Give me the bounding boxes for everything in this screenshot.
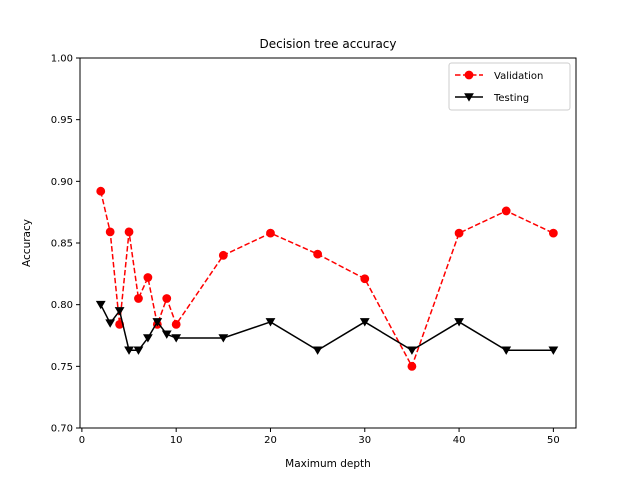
x-tick-label: 10 (170, 435, 183, 446)
legend: Validation Testing (448, 62, 571, 111)
validation-point (266, 228, 275, 238)
testing-point (454, 318, 464, 327)
testing-point (218, 334, 229, 343)
y-tick-label: 0.75 (51, 362, 73, 373)
validation-point (218, 250, 228, 260)
validation-point (96, 186, 106, 196)
validation-point (162, 294, 172, 303)
testing-point (152, 318, 163, 327)
y-tick-label: 1.00 (51, 54, 73, 65)
validation-point (171, 319, 181, 329)
x-tick-label: 30 (358, 435, 371, 446)
testing-point (133, 346, 144, 355)
x-axis-label: Maximum depth (285, 458, 371, 470)
validation-point (407, 361, 417, 371)
validation-line (100, 191, 554, 369)
validation-point (143, 273, 153, 282)
x-tick-label: 0 (79, 435, 85, 446)
testing-point (105, 319, 116, 328)
testing-point (501, 346, 512, 355)
testing-point (407, 346, 417, 355)
testing-point (161, 330, 172, 339)
y-tick-label: 0.80 (51, 300, 73, 311)
chart-title: Decision tree accuracy (260, 37, 397, 51)
y-tick-label: 0.70 (51, 424, 73, 435)
validation-point (454, 228, 464, 238)
validation-point (134, 294, 143, 303)
validation-point (313, 249, 323, 259)
series-testing (95, 300, 559, 355)
x-tick-label: 40 (453, 435, 466, 446)
testing-point (95, 300, 106, 310)
testing-point (265, 318, 276, 327)
testing-point (142, 334, 153, 343)
validation-point (548, 228, 558, 238)
plot-frame (79, 57, 577, 429)
testing-point (312, 346, 323, 355)
x-tick-label: 20 (264, 435, 277, 446)
testing-point (359, 318, 370, 327)
testing-point (548, 346, 559, 355)
testing-point (124, 346, 134, 355)
validation-point (360, 274, 370, 284)
legend-testing-label: Testing (493, 93, 529, 104)
legend-validation-marker (464, 70, 474, 80)
y-axis-label: Accuracy (21, 219, 33, 267)
y-tick-label: 0.95 (51, 115, 73, 126)
legend-testing-marker (464, 93, 474, 102)
y-tick-label: 0.90 (51, 177, 73, 188)
validation-point (124, 227, 134, 237)
validation-point (501, 206, 511, 216)
y-tick-label: 0.85 (51, 239, 73, 250)
testing-point (171, 334, 182, 343)
legend-validation-label: Validation (494, 71, 543, 82)
testing-line (100, 304, 554, 352)
testing-point (114, 307, 125, 316)
x-tick-label: 50 (547, 435, 560, 446)
validation-point (105, 227, 115, 237)
plot-area: 0 10 20 30 40 50 0.70 0.75 0.80 0.85 0.90 0.95 1.00 (51, 54, 577, 446)
series-validation (96, 186, 558, 371)
